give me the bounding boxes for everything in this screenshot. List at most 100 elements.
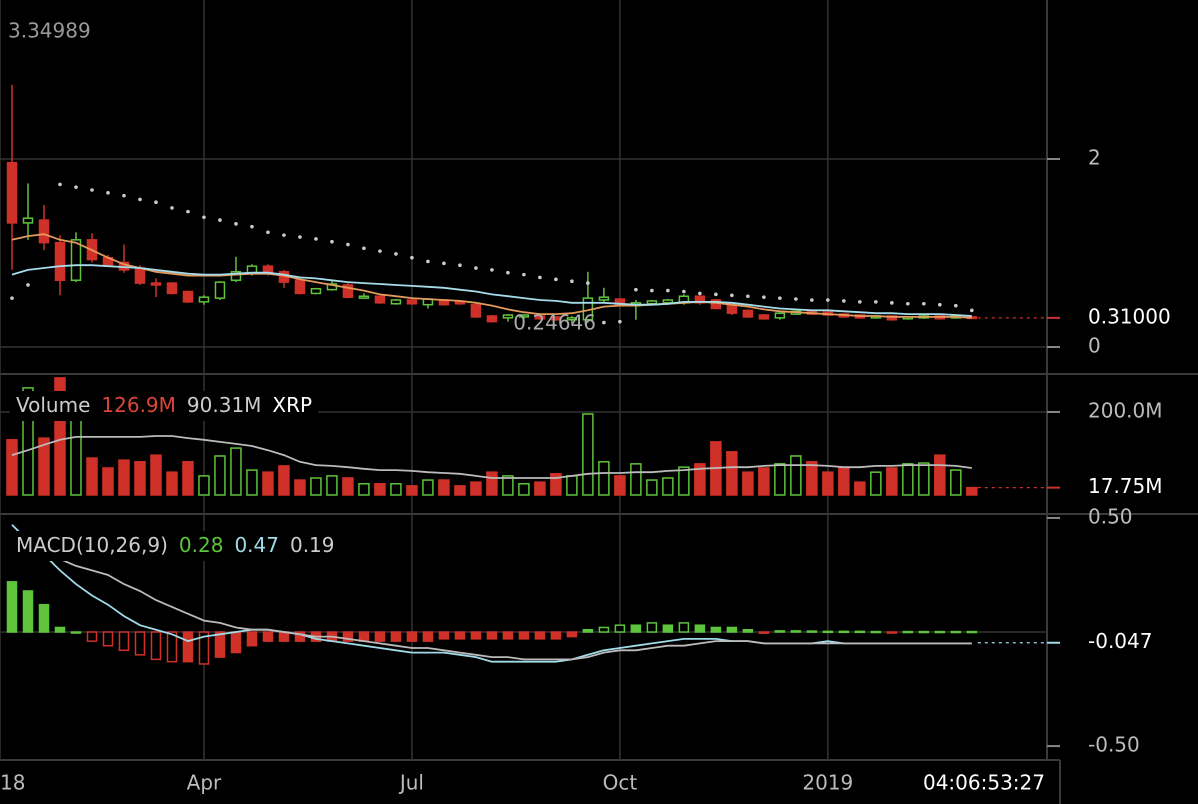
- sar-dot: [378, 249, 382, 253]
- histogram-bar: [374, 631, 386, 642]
- histogram-bar: [950, 630, 962, 634]
- sar-dot: [730, 293, 734, 298]
- legend-entry: MACD(10,26,9): [16, 533, 168, 557]
- histogram-bar: [790, 630, 802, 633]
- legend-background: [10, 391, 319, 421]
- high-label: 3.34989: [8, 19, 91, 43]
- sar-dot: [698, 291, 702, 296]
- sar-dot: [570, 279, 574, 283]
- sar-dot: [666, 288, 670, 293]
- volume-bar: [774, 463, 786, 496]
- volume-bar: [102, 467, 114, 496]
- histogram-bar: [550, 631, 562, 640]
- candle-body: [406, 299, 418, 305]
- histogram-bar: [230, 631, 242, 654]
- sar-dot: [602, 320, 606, 325]
- volume-bar: [326, 475, 338, 496]
- histogram-bar: [166, 631, 178, 663]
- histogram-bar: [854, 630, 866, 634]
- sar-dot: [586, 281, 590, 285]
- histogram-bar: [486, 631, 498, 640]
- legend-entry: 90.31M: [187, 393, 262, 417]
- candle-body: [374, 295, 386, 304]
- sar-dot: [58, 182, 62, 187]
- histogram-bar: [214, 631, 226, 658]
- candle-body: [886, 315, 898, 321]
- volume-bar: [742, 471, 754, 496]
- sar-dot: [874, 300, 878, 304]
- volume-bar: [214, 455, 226, 496]
- moving-average: [11, 264, 972, 317]
- sar-dot: [970, 308, 974, 313]
- histogram-bar: [678, 622, 690, 633]
- sar-dot: [170, 206, 174, 210]
- histogram-bar: [38, 603, 50, 633]
- y-tick-label: 0: [1088, 334, 1101, 358]
- histogram-bar: [390, 631, 402, 642]
- volume-bar: [614, 475, 626, 496]
- sar-dot: [762, 295, 766, 299]
- volume-bar: [678, 466, 690, 496]
- sar-dot: [442, 261, 446, 266]
- volume-bar: [630, 463, 642, 496]
- volume-bar: [278, 465, 290, 496]
- histogram-bar: [70, 631, 82, 634]
- sar-dot: [394, 252, 398, 256]
- low-label: 0.24646: [513, 310, 596, 334]
- histogram-bar: [966, 630, 978, 634]
- candle-body: [150, 282, 162, 286]
- volume-bar: [134, 461, 146, 496]
- volume-bar: [550, 473, 562, 496]
- volume-bar: [358, 483, 370, 496]
- sar-dot: [346, 242, 350, 247]
- candle-body: [182, 290, 194, 303]
- volume-bar: [886, 467, 898, 496]
- volume-bar: [390, 483, 402, 496]
- sar-dot: [154, 200, 158, 205]
- sar-dot: [794, 297, 798, 301]
- plot: 18 Apr Jul Oct 2019 2 0 3.34989 0.24646 0.31000 20…: [0, 0, 1171, 795]
- x-tick-label: 18: [0, 771, 25, 795]
- candle-body: [198, 296, 210, 303]
- sar-dot: [122, 193, 126, 198]
- candle-body: [230, 271, 242, 282]
- candle-body: [550, 316, 562, 321]
- histogram-bar: [470, 631, 482, 640]
- sar-dot: [682, 289, 686, 294]
- histogram-bar: [54, 626, 66, 633]
- histogram-bar: [246, 631, 258, 647]
- sar-dot: [490, 268, 494, 272]
- sar-dot: [650, 288, 654, 293]
- histogram-bar: [518, 631, 530, 640]
- volume-bar: [454, 485, 466, 496]
- candle-body: [774, 312, 786, 319]
- histogram-bar: [646, 622, 658, 633]
- candle-body: [518, 314, 530, 318]
- histogram-bar: [22, 590, 34, 633]
- volume-bar: [902, 463, 914, 496]
- histogram-bar: [422, 631, 434, 642]
- histogram-bar: [662, 624, 674, 633]
- candle-body: [54, 241, 66, 282]
- volume-bar: [262, 471, 274, 496]
- volume-bar: [198, 475, 210, 496]
- volume-bar: [118, 459, 130, 496]
- sar-dot: [522, 272, 526, 277]
- sar-dot: [362, 246, 366, 251]
- volume-bar: [662, 477, 674, 496]
- sar-dot: [922, 301, 926, 306]
- sar-dot: [106, 191, 110, 195]
- legend-entry: 0.47: [234, 533, 279, 557]
- sar-dot: [938, 302, 942, 307]
- volume-bar: [406, 485, 418, 496]
- volume-bar: [822, 471, 834, 496]
- volume-bar: [646, 479, 658, 496]
- volume-bar: [870, 471, 882, 496]
- last-value-label: -0.047: [1088, 629, 1152, 653]
- candle-body: [662, 299, 674, 304]
- volume-bar: [502, 475, 514, 496]
- histogram-bar: [102, 631, 114, 647]
- histogram-bar: [438, 631, 450, 640]
- volume-bar: [582, 413, 594, 496]
- histogram-bar: [822, 630, 834, 634]
